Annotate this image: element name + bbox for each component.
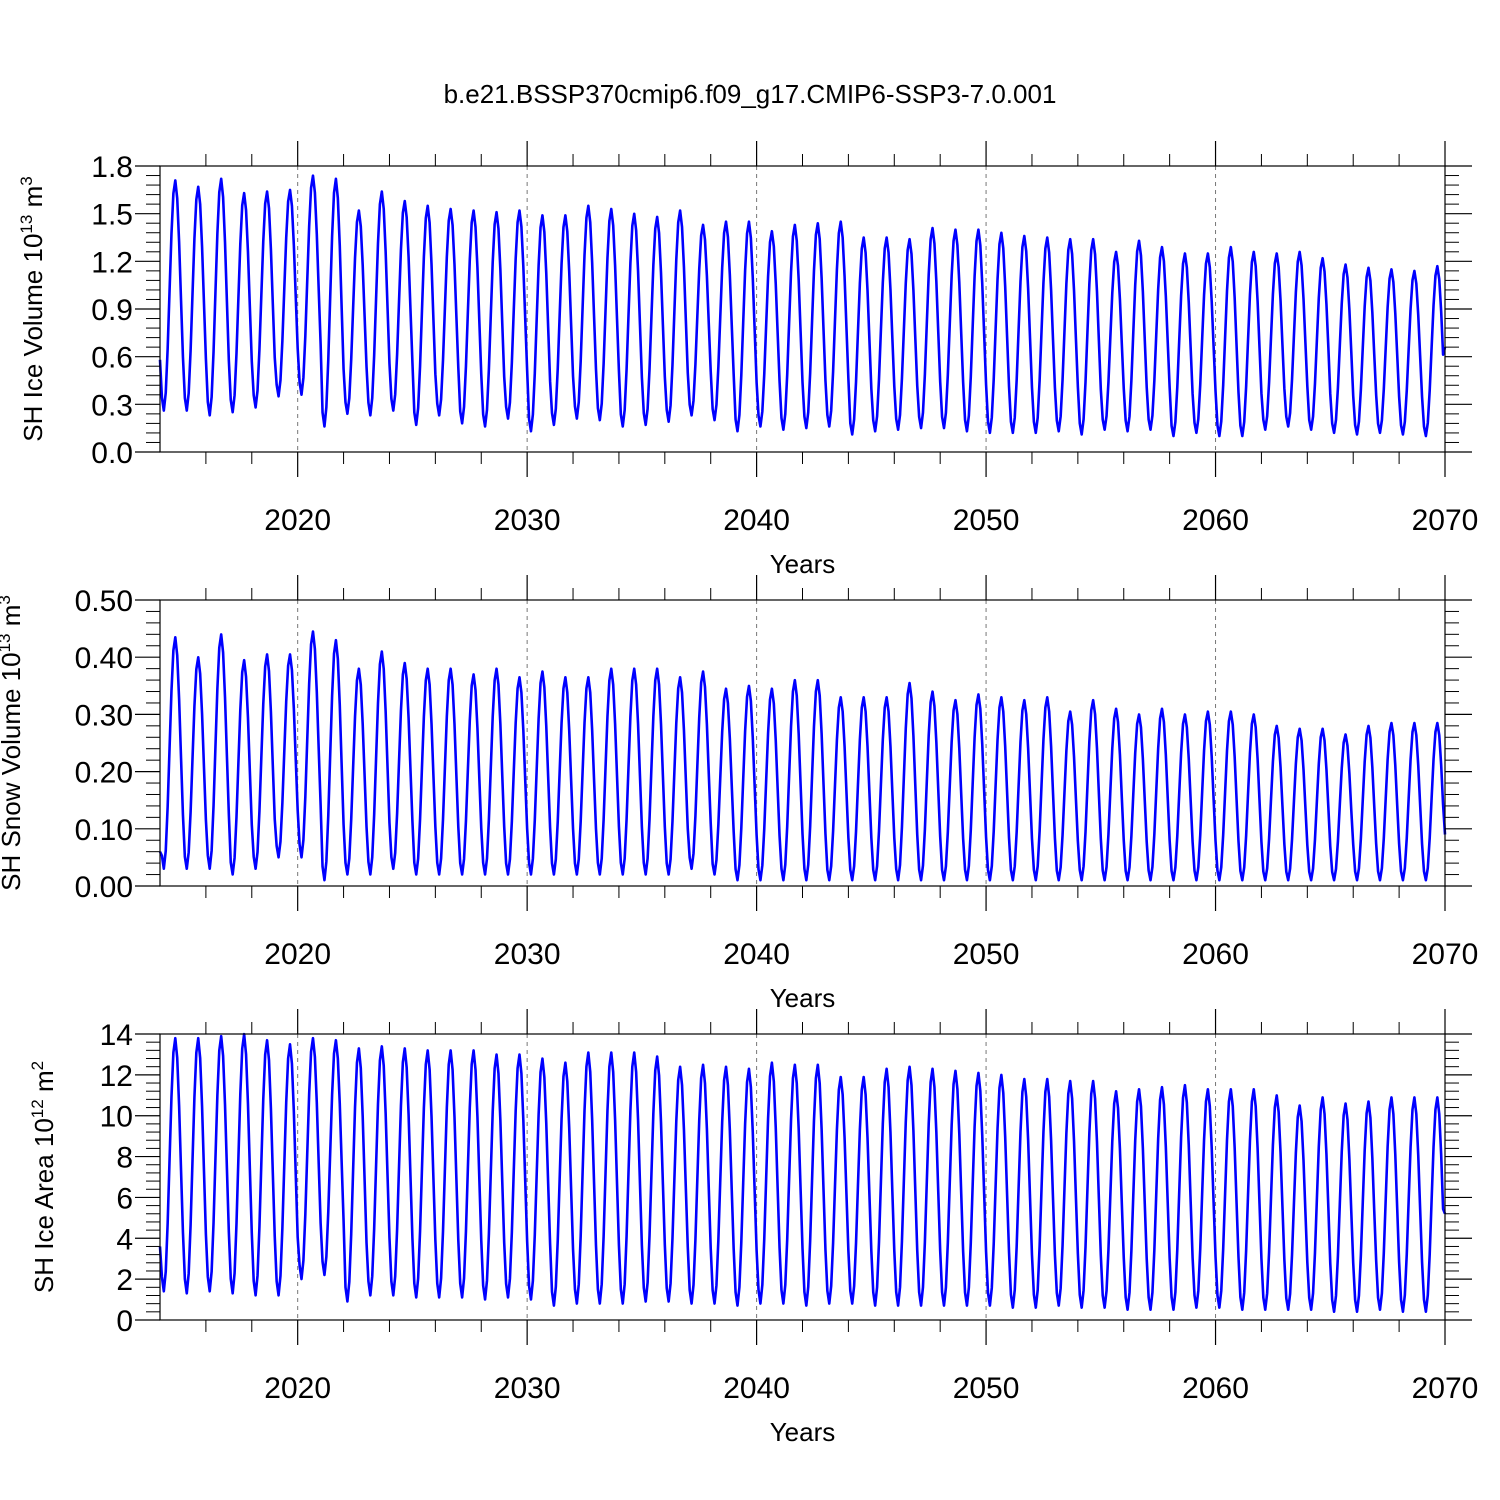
chart-1-xtick-label: 2040: [723, 504, 790, 537]
chart-1-ylabel-ylabel-unit: m: [18, 186, 48, 215]
chart-1-ylabel-ylabel-exp: 13: [17, 215, 36, 234]
chart-3-xtick-label: 2070: [1412, 1372, 1479, 1405]
chart-1-ytick-label: 1.5: [91, 199, 133, 232]
chart-3-ylabel-ylabel-unit-exp: 2: [28, 1061, 47, 1070]
chart-2-ylabel: SH Snow Volume 1013 m3: [0, 595, 26, 891]
chart-2-xtick-label: 2050: [953, 938, 1020, 971]
chart-3-ytick-label: 6: [116, 1182, 133, 1215]
chart-1-xtick-label: 2060: [1182, 504, 1249, 537]
chart-1-xtick-label: 2050: [953, 504, 1020, 537]
chart-3-ylabel-ylabel: SH Ice Area 10: [29, 1118, 59, 1293]
chart-1-xtick-label: 2030: [494, 504, 561, 537]
chart-2-xlabel: Years: [770, 983, 836, 1013]
chart-2-xtick-label: 2070: [1412, 938, 1479, 971]
chart-2-ytick-label: 0.20: [75, 757, 133, 790]
chart-2-ylabel-ylabel-exp: 13: [0, 633, 14, 652]
chart-2-xtick-label: 2060: [1182, 938, 1249, 971]
chart-1-ytick-label: 1.2: [91, 246, 133, 279]
chart-3-xtick-label: 2030: [494, 1372, 561, 1405]
chart-3-xtick-label: 2040: [723, 1372, 790, 1405]
figure-title: b.e21.BSSP370cmip6.f09_g17.CMIP6-SSP3-7.…: [444, 79, 1057, 109]
chart-2-ytick-label: 0.30: [75, 699, 133, 732]
chart-3-ytick-label: 0: [116, 1305, 133, 1338]
chart-2-ytick-label: 0.50: [75, 585, 133, 618]
chart-1-ytick-label: 0.0: [91, 437, 133, 470]
chart-3-ytick-label: 12: [100, 1060, 133, 1093]
chart-3-xtick-label: 2020: [264, 1372, 331, 1405]
chart-3-ylabel-ylabel-exp: 12: [28, 1099, 47, 1118]
chart-2-ylabel-ylabel: SH Snow Volume 10: [0, 652, 26, 890]
chart-2: 0.00 0.10 0.20 0.30 0.40 0.50 2020 2030 2040 2050…: [0, 575, 1478, 1013]
chart-3-xlabel: Years: [770, 1417, 836, 1447]
chart-2-ylabel-ylabel-unit-exp: 3: [0, 595, 14, 604]
chart-1: 0.0 0.3 0.6 0.9 1.2 1.5 1.8 2020 2030 2040 2050 206…: [17, 141, 1478, 579]
chart-1-ytick-label: 0.9: [91, 294, 133, 327]
chart-2-xtick-label: 2020: [264, 938, 331, 971]
chart-3-ytick-label: 2: [116, 1264, 133, 1297]
chart-2-ytick-label: 0.00: [75, 871, 133, 904]
chart-3-series-line: [158, 1032, 1447, 1314]
chart-1-ylabel-ylabel-unit-exp: 3: [17, 176, 36, 185]
chart-3-ylabel: SH Ice Area 1012 m2: [28, 1061, 59, 1293]
chart-1-xtick-label: 2070: [1412, 504, 1479, 537]
chart-3-ytick-label: 10: [100, 1101, 133, 1134]
chart-1-ytick-label: 0.6: [91, 342, 133, 375]
chart-2-ylabel-ylabel-unit: m: [0, 605, 26, 634]
chart-1-ytick-label: 1.8: [91, 151, 133, 184]
chart-1-ylabel-ylabel: SH Ice Volume 10: [18, 234, 48, 442]
chart-2-ytick-label: 0.10: [75, 814, 133, 847]
chart-2-xtick-label: 2030: [494, 938, 561, 971]
chart-1-series-line: [158, 174, 1447, 438]
chart-1-ylabel: SH Ice Volume 1013 m3: [17, 176, 48, 441]
chart-3-xtick-label: 2050: [953, 1372, 1020, 1405]
chart-3-ylabel-ylabel-unit: m: [29, 1070, 59, 1099]
chart-2-series-line: [158, 630, 1447, 882]
chart-2-ytick-label: 0.40: [75, 642, 133, 675]
chart-3-ytick-label: 4: [116, 1223, 133, 1256]
chart-3-ytick-label: 14: [100, 1019, 133, 1052]
chart-1-xlabel: Years: [770, 549, 836, 579]
chart-3-xtick-label: 2060: [1182, 1372, 1249, 1405]
chart-2-xtick-label: 2040: [723, 938, 790, 971]
chart-3: 0 2 4 6 8 10 12 14 2020 2030 2040 2050 2060 2070 Years…: [28, 1009, 1478, 1447]
chart-1-ytick-label: 0.3: [91, 389, 133, 422]
chart-1-xtick-label: 2020: [264, 504, 331, 537]
chart-3-ytick-label: 8: [116, 1142, 133, 1175]
